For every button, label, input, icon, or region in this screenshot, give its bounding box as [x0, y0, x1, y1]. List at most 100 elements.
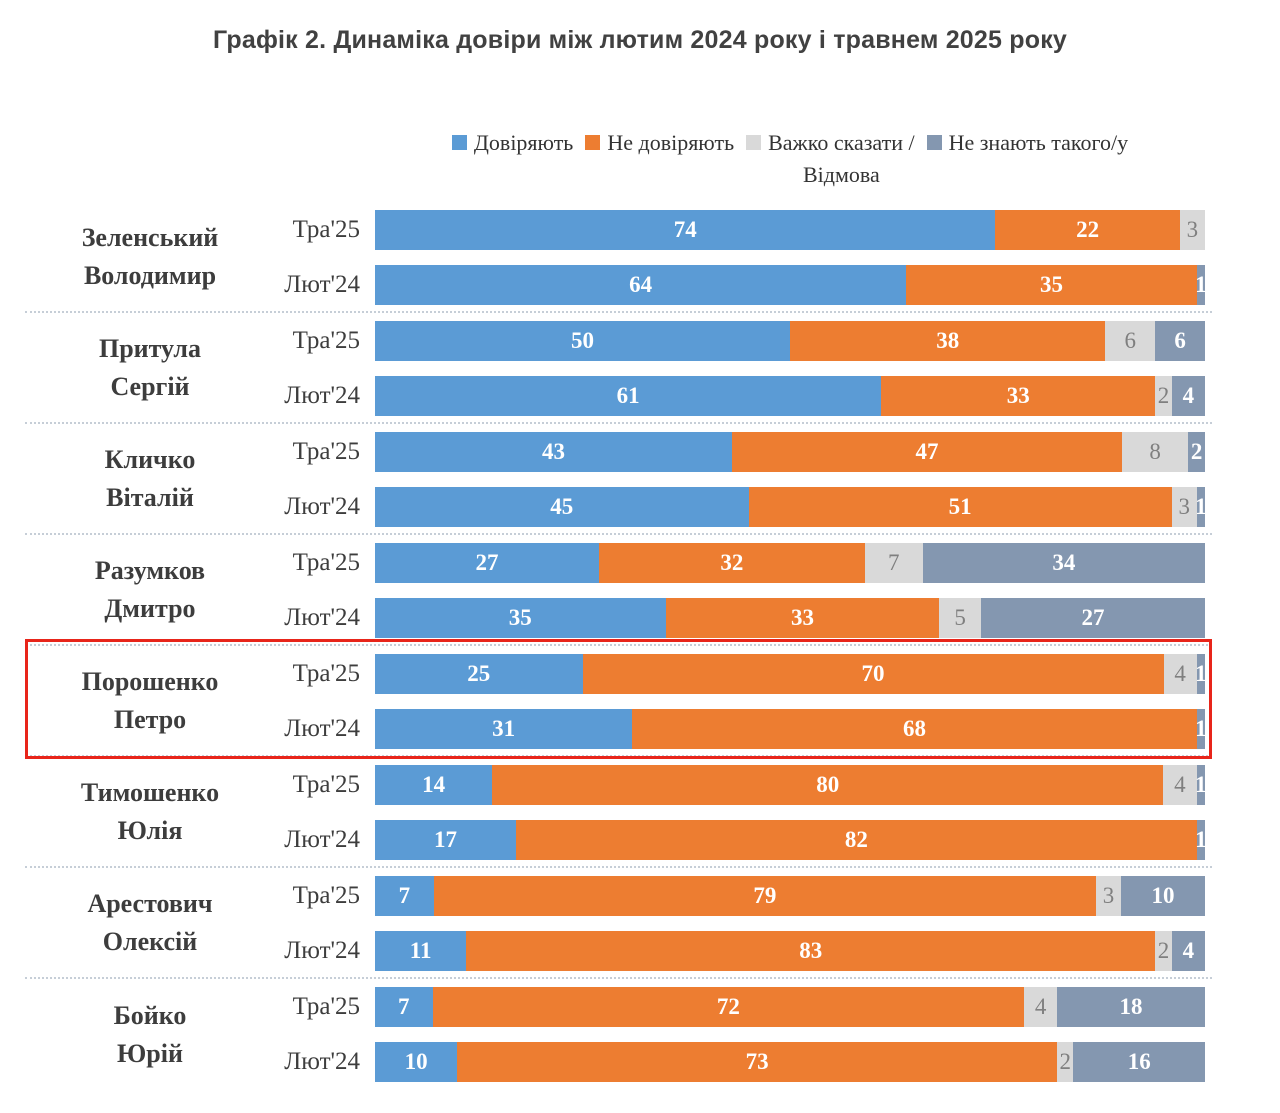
period-label: Тра'25 [292, 771, 360, 798]
bar-row-feb24: Лют'24 10 73 2 16 [25, 1042, 1212, 1082]
bar-segment-hard: 6 [1105, 321, 1156, 361]
value-label: 3 [1186, 217, 1199, 242]
bar-segment-hard: 2 [1155, 931, 1172, 971]
value-label: 2 [1157, 938, 1170, 963]
value-label: 11 [409, 938, 432, 963]
bar-segment-hard: 7 [864, 543, 923, 583]
value-label: 70 [861, 661, 885, 686]
bar-segment-distrust: 82 [516, 820, 1197, 860]
period-label: Тра'25 [292, 327, 360, 354]
period-label: Тра'25 [292, 993, 360, 1020]
legend: Довіряють Не довіряють Важко сказати / В… [375, 127, 1205, 191]
value-label: 6 [1174, 328, 1186, 353]
bar-segment-trust: 74 [375, 210, 996, 250]
politician-group-highlighted: Порошенко Петро Тра'25 25 70 4 1 Лют'24 31 6… [25, 639, 1212, 759]
bar-row-may25: Тра'25 50 38 6 6 [25, 321, 1212, 361]
value-label: 7 [887, 550, 900, 575]
bar-segment-hard: 4 [1024, 987, 1058, 1027]
value-label: 25 [467, 661, 491, 686]
bar-segment-trust: 31 [375, 709, 633, 749]
bar-segment-hard: 3 [1179, 210, 1205, 250]
value-label: 6 [1124, 328, 1137, 353]
value-label: 74 [673, 217, 697, 242]
value-label: 14 [422, 772, 446, 797]
bar-segment-trust: 7 [375, 876, 434, 916]
value-label: 64 [629, 272, 653, 297]
bar-segment-distrust: 47 [731, 432, 1122, 472]
bar-segment-unknown: 1 [1195, 820, 1207, 860]
value-label: 73 [745, 1049, 769, 1074]
period-label: Тра'25 [292, 438, 360, 465]
value-label: 17 [434, 827, 458, 852]
legend-label-trust: Довіряють [473, 130, 574, 155]
politician-group: Арестович Олексій Тра'25 7 79 3 10 Лют'24 1… [25, 868, 1212, 979]
bar-segment-trust: 35 [375, 598, 666, 638]
stacked-bar: 10 73 2 16 [375, 1042, 1205, 1082]
bar-segment-distrust: 70 [582, 654, 1164, 694]
value-label: 34 [1052, 550, 1076, 575]
bar-segment-distrust: 33 [881, 376, 1156, 416]
bar-segment-trust: 50 [375, 321, 790, 361]
bar-row-may25: Тра'25 7 72 4 18 [25, 987, 1212, 1027]
politician-name: Тимошенко Юлія [80, 777, 220, 845]
value-label: 50 [571, 328, 594, 353]
politician-group: Бойко Юрій Тра'25 7 72 4 18 Лют'24 10 73 2 16 [25, 979, 1212, 1090]
stacked-bar: 17 82 1 [375, 820, 1207, 860]
value-label: 35 [508, 605, 532, 630]
stacked-bar: 61 33 2 4 [375, 376, 1205, 416]
legend-label-hard-to-say: Важко сказати / Відмова [768, 130, 915, 187]
bar-row-may25: Тра'25 74 22 3 [25, 210, 1212, 250]
politician-group: Зеленський Володимир Тра'25 74 22 3 Лют'24… [25, 202, 1212, 313]
legend-label-distrust: Не довіряють [607, 130, 735, 155]
bar-row-feb24: Лют'24 17 82 1 [25, 820, 1212, 860]
bar-segment-distrust: 73 [457, 1042, 1058, 1082]
value-label: 1 [1195, 716, 1207, 741]
stacked-bar: 50 38 6 6 [375, 321, 1205, 361]
bar-row-feb24: Лют'24 35 33 5 27 [25, 598, 1212, 638]
period-label: Тра'25 [292, 660, 360, 687]
bar-segment-unknown: 1 [1195, 654, 1207, 694]
bar-segment-distrust: 68 [632, 709, 1197, 749]
value-label: 7 [398, 883, 411, 908]
bar-segment-trust: 61 [375, 376, 882, 416]
bar-row-feb24: Лют'24 61 33 2 4 [25, 376, 1212, 416]
bar-segment-unknown: 1 [1195, 487, 1207, 527]
distrust-swatch-icon [585, 135, 601, 150]
bar-segment-unknown: 10 [1121, 876, 1205, 916]
legend-item-trust: Довіряють [451, 127, 574, 159]
bar-segment-hard: 3 [1095, 876, 1122, 916]
bar-segment-unknown: 18 [1057, 987, 1205, 1027]
bar-segment-distrust: 72 [432, 987, 1025, 1027]
value-label: 82 [844, 827, 868, 852]
value-label: 18 [1119, 994, 1143, 1019]
politician-name: Притула Сергій [98, 333, 202, 401]
bar-segment-trust: 17 [375, 820, 517, 860]
value-label: 1 [1195, 827, 1207, 852]
politician-group: Разумков Дмитро Тра'25 27 32 7 34 Лют'24 35… [25, 535, 1212, 646]
bar-segment-distrust: 38 [790, 321, 1106, 361]
value-label: 43 [541, 439, 565, 464]
politician-name: Арестович Олексій [87, 888, 213, 956]
value-label: 2 [1157, 383, 1170, 408]
bar-segment-distrust: 33 [665, 598, 940, 638]
value-label: 16 [1127, 1049, 1151, 1074]
period-label: Лют'24 [284, 604, 360, 631]
bar-segment-distrust: 80 [492, 765, 1164, 805]
value-label: 1 [1195, 272, 1207, 297]
politician-group: Кличко Віталій Тра'25 43 47 8 2 Лют'24 45 51… [25, 424, 1212, 535]
stacked-bar: 14 80 4 1 [375, 765, 1207, 805]
bar-segment-unknown: 16 [1073, 1042, 1205, 1082]
value-label: 38 [936, 328, 960, 353]
value-label: 35 [1039, 272, 1063, 297]
chart: Зеленський Володимир Тра'25 74 22 3 Лют'24… [25, 202, 1212, 1090]
bar-segment-unknown: 1 [1195, 709, 1207, 749]
value-label: 4 [1174, 772, 1186, 797]
value-label: 51 [948, 494, 972, 519]
bar-segment-trust: 27 [375, 543, 600, 583]
value-label: 80 [816, 772, 840, 797]
value-label: 83 [799, 938, 823, 963]
value-label: 3 [1178, 494, 1190, 519]
value-label: 3 [1102, 883, 1115, 908]
trust-swatch-icon [451, 135, 467, 150]
politician-name: Бойко Юрій [113, 1000, 187, 1068]
